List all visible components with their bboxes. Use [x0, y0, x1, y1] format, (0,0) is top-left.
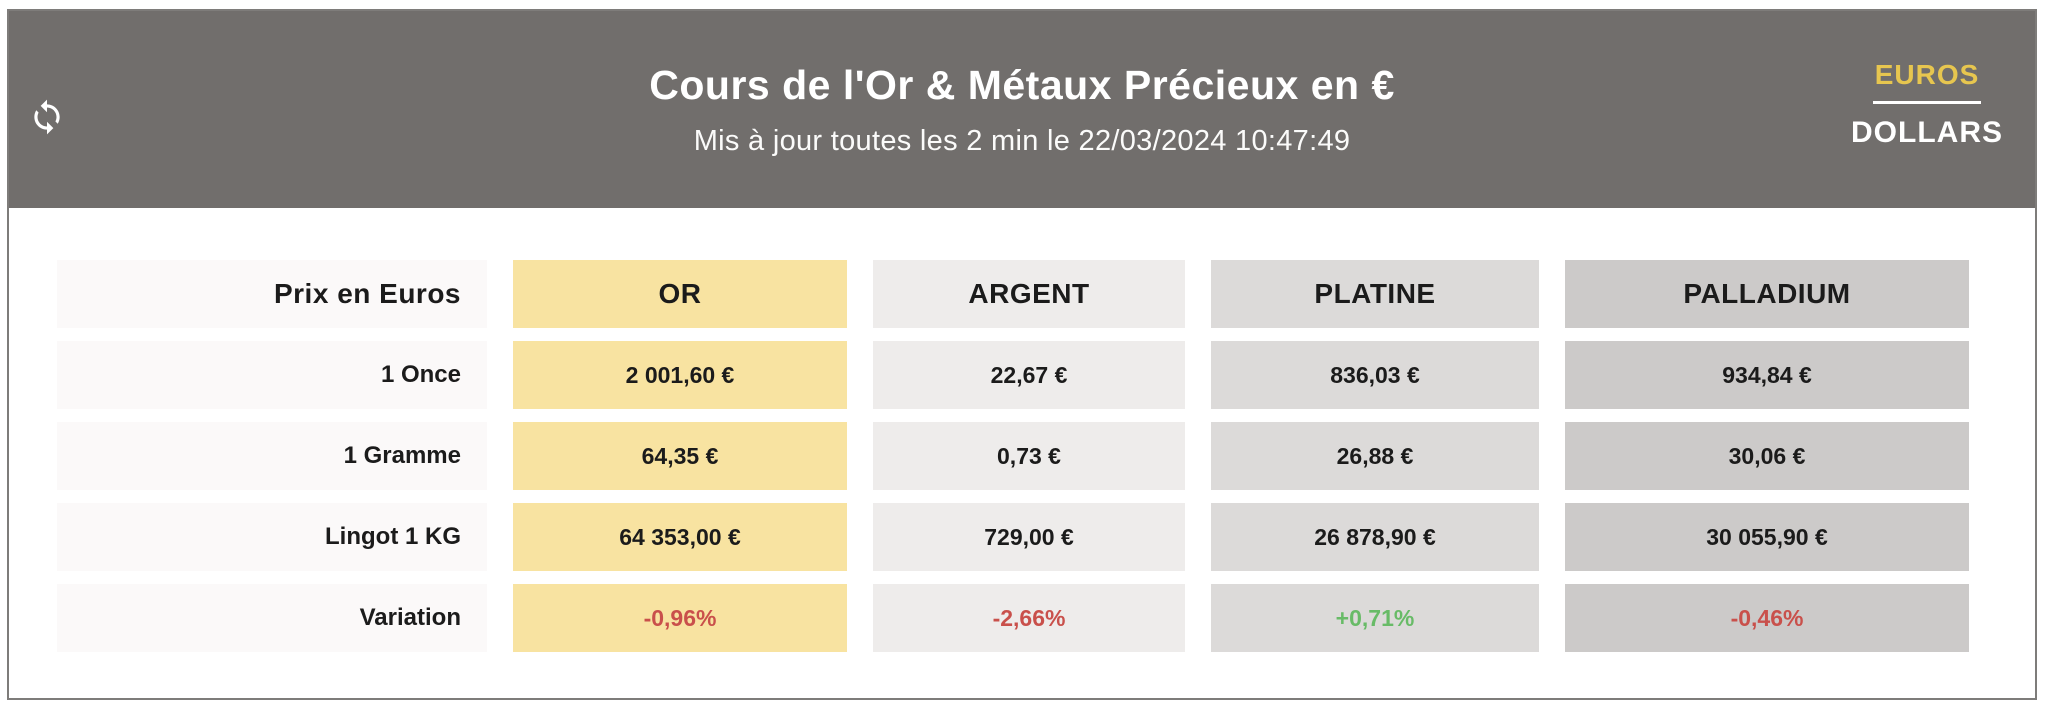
value-gramme-platine: 26,88 €: [1211, 422, 1539, 490]
value-once-platine: 836,03 €: [1211, 341, 1539, 409]
currency-dollars-button[interactable]: DOLLARS: [1851, 116, 2003, 149]
page-title: Cours de l'Or & Métaux Précieux en €: [649, 61, 1395, 108]
currency-toggle-divider: [1873, 101, 1981, 104]
column-header-platine: PLATINE: [1211, 260, 1539, 328]
variation-or: -0,96%: [513, 584, 847, 652]
last-updated-text: Mis à jour toutes les 2 min le 22/03/202…: [693, 124, 1351, 157]
column-header-palladium: PALLADIUM: [1565, 260, 1969, 328]
column-header-argent: ARGENT: [873, 260, 1185, 328]
prices-table: Prix en Euros OR ARGENT PLATINE PALLADIU…: [9, 208, 2035, 698]
currency-toggle: EUROS DOLLARS: [1851, 59, 2003, 150]
value-lingot-argent: 729,00 €: [873, 503, 1185, 571]
value-once-argent: 22,67 €: [873, 341, 1185, 409]
row-label-lingot: Lingot 1 KG: [57, 503, 487, 571]
row-label-once: 1 Once: [57, 341, 487, 409]
value-gramme-argent: 0,73 €: [873, 422, 1185, 490]
row-label-variation: Variation: [57, 584, 487, 652]
precious-metals-widget: Cours de l'Or & Métaux Précieux en € Mis…: [7, 9, 2037, 700]
refresh-sync-icon: [28, 98, 66, 136]
value-lingot-platine: 26 878,90 €: [1211, 503, 1539, 571]
currency-euros-button[interactable]: EUROS: [1874, 59, 1980, 90]
table-corner-label: Prix en Euros: [57, 260, 487, 328]
row-label-gramme: 1 Gramme: [57, 422, 487, 490]
value-gramme-palladium: 30,06 €: [1565, 422, 1969, 490]
value-once-palladium: 934,84 €: [1565, 341, 1969, 409]
column-header-or: OR: [513, 260, 847, 328]
prices-grid: Prix en Euros OR ARGENT PLATINE PALLADIU…: [57, 260, 2035, 652]
variation-argent: -2,66%: [873, 584, 1185, 652]
variation-palladium: -0,46%: [1565, 584, 1969, 652]
value-gramme-or: 64,35 €: [513, 422, 847, 490]
value-once-or: 2 001,60 €: [513, 341, 847, 409]
value-lingot-palladium: 30 055,90 €: [1565, 503, 1969, 571]
header-text-block: Cours de l'Or & Métaux Précieux en € Mis…: [9, 11, 2035, 208]
refresh-button[interactable]: [25, 95, 69, 139]
widget-header: Cours de l'Or & Métaux Précieux en € Mis…: [9, 11, 2035, 208]
variation-platine: +0,71%: [1211, 584, 1539, 652]
value-lingot-or: 64 353,00 €: [513, 503, 847, 571]
